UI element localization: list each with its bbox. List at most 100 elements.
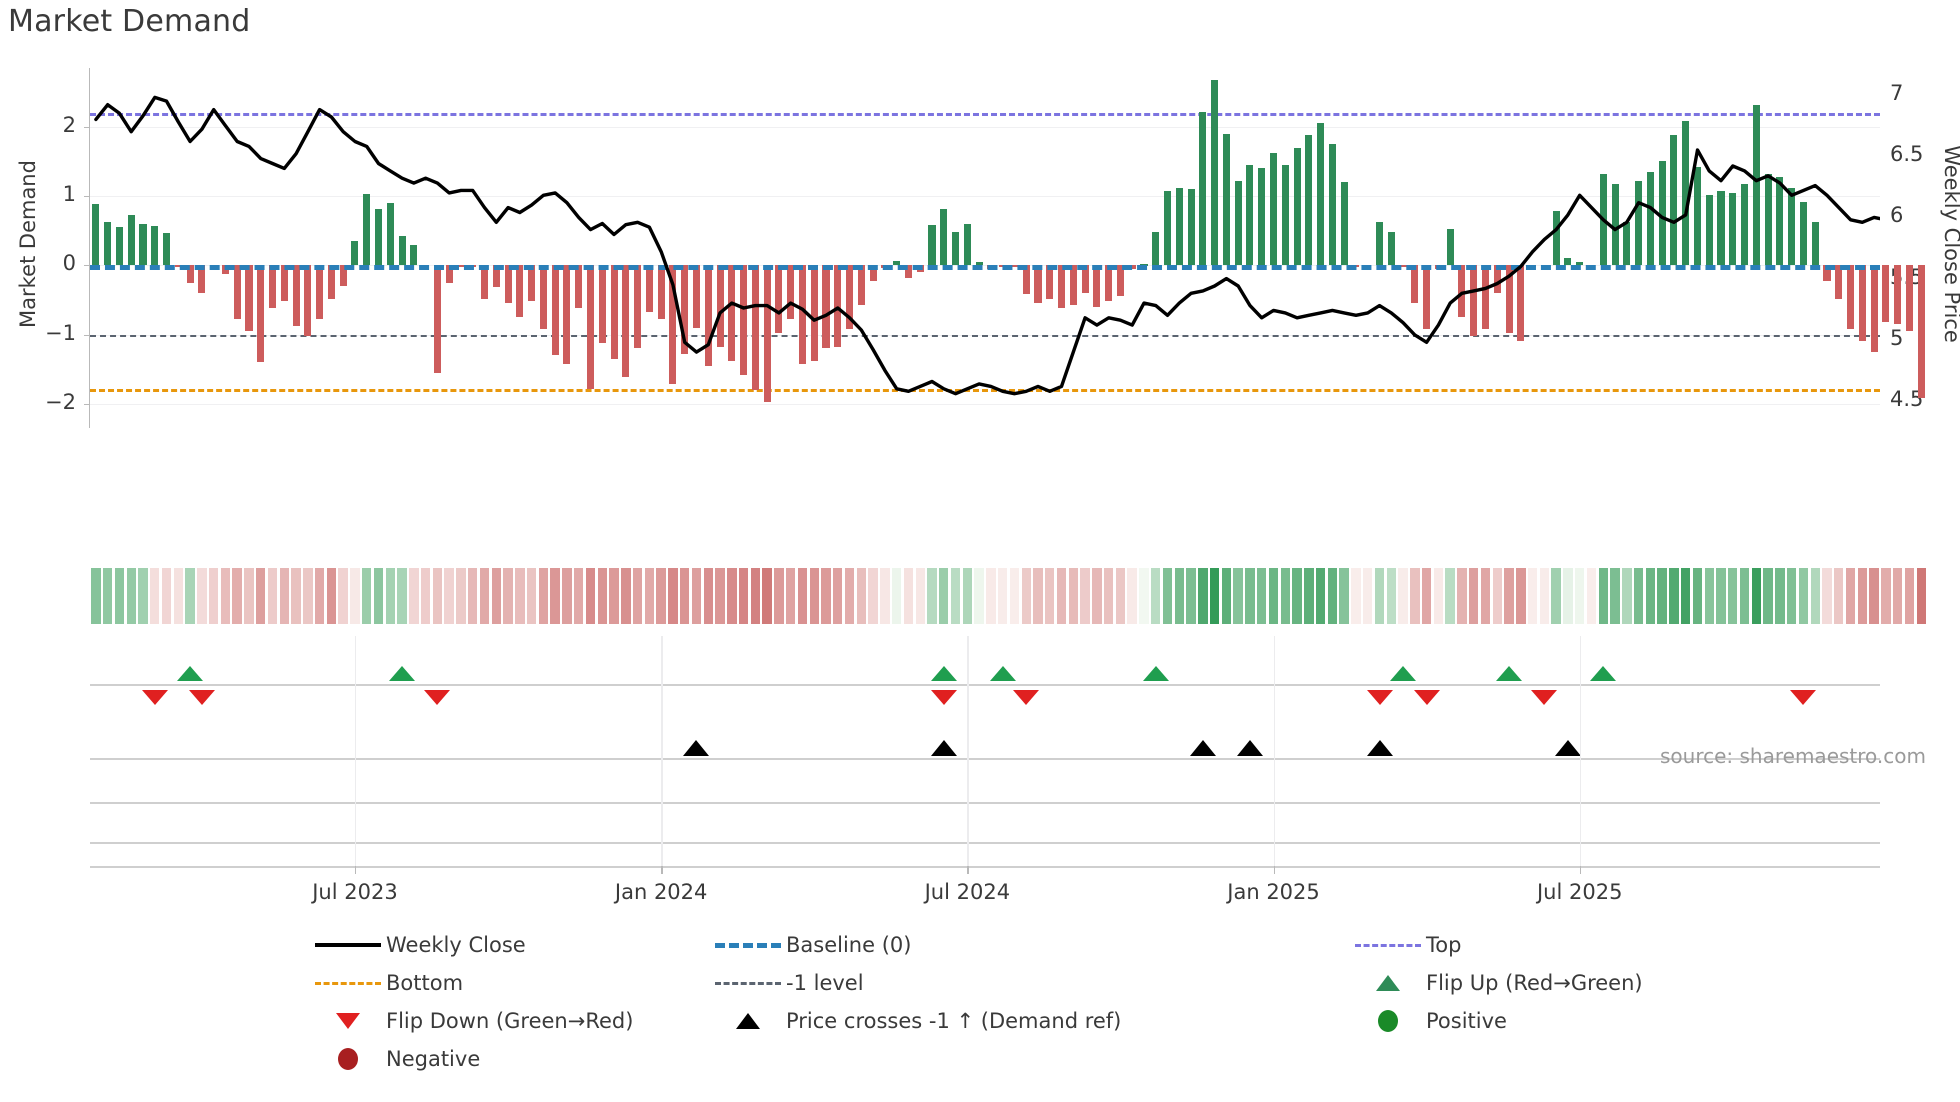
demand-bar [681,265,689,354]
heat-cell [1751,568,1762,624]
heat-cell [809,568,819,624]
heat-cell [244,568,254,624]
heat-cell [538,568,549,624]
heat-cell [1469,568,1479,624]
legend-item[interactable]: Flip Down (Green→Red) [310,1006,710,1036]
demand-bar [163,232,171,266]
legend-label: Negative [386,1047,481,1071]
heat-cell [1386,568,1396,624]
line-solid-black-glyph [315,943,381,947]
demand-bar [339,265,347,287]
demand-bar [504,265,512,304]
heat-cell [456,568,466,624]
x-tick-mark [661,866,663,874]
demand-bar [1905,265,1913,332]
heat-cell [738,568,749,624]
demand-bar [92,204,100,266]
demand-bar [1682,121,1690,266]
demand-bar [1741,183,1749,266]
legend-empty-cell [710,1044,1350,1074]
demand-bar [1517,265,1525,342]
y-tick-label-left: 1 [62,182,76,207]
legend-item[interactable]: Flip Up (Red→Green) [1350,968,1650,998]
demand-bar [410,244,418,266]
line-dash-gray-glyph [715,981,781,985]
weekly-close-line [94,95,1880,396]
demand-bar [151,225,159,266]
legend-item[interactable]: Bottom [310,968,710,998]
x-tick-label: Jul 2023 [312,880,398,904]
demand-bar [374,208,383,266]
heat-cell [774,568,784,624]
demand-bar [1152,232,1160,266]
demand-bar [1305,135,1313,266]
demand-bar [940,208,948,266]
heat-cell [1198,568,1208,624]
demand-bar [104,222,112,266]
demand-bar [269,265,277,309]
heat-cell [1892,568,1903,624]
heat-cell [1704,568,1714,624]
heat-cell [562,568,572,624]
heat-cell [797,568,808,624]
line-dash-blue-icon [710,930,786,960]
heat-cell [1480,568,1491,624]
y-axis-spine [89,68,90,428]
demand-bar [775,265,783,334]
heat-cell [785,568,796,624]
heat-cell [1245,568,1255,624]
heat-cell [644,568,655,624]
heat-cell [1716,568,1726,624]
heat-cell [1174,568,1184,624]
heat-cell [703,568,713,624]
heat-cell [102,568,113,624]
x-tick-label: Jul 2025 [1536,880,1623,904]
heat-cell [1233,568,1243,624]
demand-bar [1493,265,1501,293]
demand-bar [198,265,206,293]
line-dash-purple-glyph [1355,943,1421,947]
heat-cell [679,568,690,624]
demand-bar [492,265,500,288]
legend-item[interactable]: Negative [310,1044,710,1074]
demand-bar [1870,265,1878,352]
demand-bar [704,265,712,366]
heat-cell [503,568,513,624]
heat-cell [1127,568,1137,624]
demand-bar [904,265,912,278]
legend-label: -1 level [786,971,864,995]
heat-cell [1327,568,1338,624]
demand-bar [1199,111,1207,266]
x-tick-mark [354,866,357,874]
legend-item[interactable]: Price crosses -1 ↑ (Demand ref) [710,1006,1350,1036]
heat-cell [1610,568,1620,624]
demand-bar [1646,171,1654,266]
legend-label: Positive [1426,1009,1507,1033]
marker-row-flip-line [90,684,1880,686]
heat-cell [1669,568,1679,624]
heat-cell [1551,568,1561,624]
flip-down-marker [1790,690,1817,705]
heat-cell [1351,568,1361,624]
legend-item[interactable]: Positive [1350,1006,1650,1036]
demand-bar [1717,190,1725,266]
legend-item[interactable]: Weekly Close [310,930,710,960]
legend-item[interactable]: Baseline (0) [710,930,1350,960]
heat-cell [208,568,219,624]
heat-cell [1492,568,1502,624]
demand-bar [316,265,324,320]
legend-item[interactable]: Top [1350,930,1650,960]
heat-cell [939,568,949,624]
demand-bar [1505,265,1513,334]
vertical-gridline [354,636,357,868]
heat-cell [550,568,560,624]
heat-cell [1692,568,1703,624]
flip-down-marker [1366,690,1393,705]
line-dash-purple-icon [1350,930,1426,960]
heat-cell [833,568,843,624]
legend-item[interactable]: -1 level [710,968,1350,998]
heat-cell [232,568,242,624]
heat-cell [91,568,101,624]
demand-bar [1693,167,1701,266]
